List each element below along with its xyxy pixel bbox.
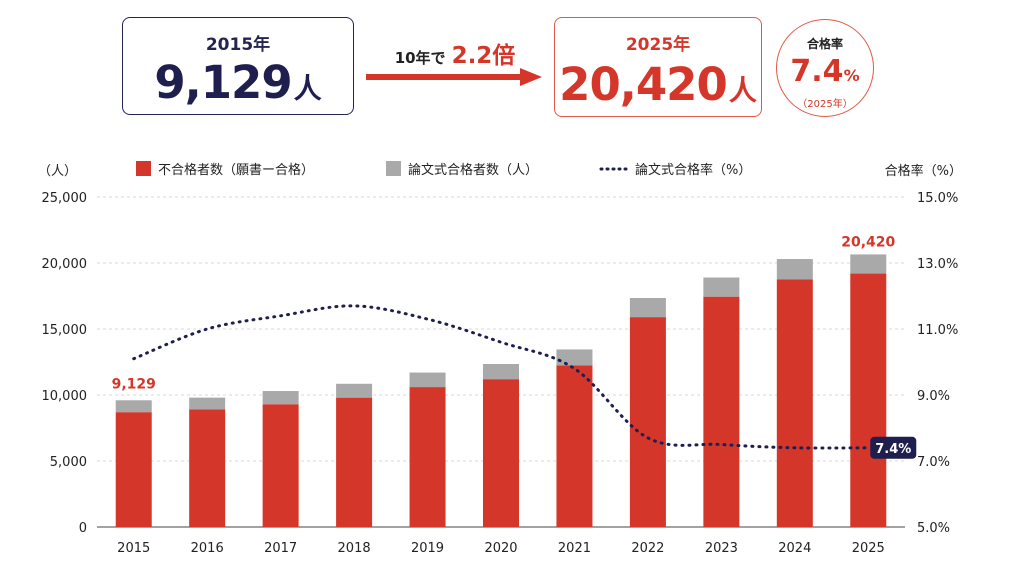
bar-pass-2022 bbox=[629, 297, 666, 318]
bar-fail-2022 bbox=[629, 317, 666, 527]
summary-2025-unit: 人 bbox=[728, 74, 757, 107]
label-2025-total: 20,420 bbox=[841, 234, 895, 250]
bar-pass-2025 bbox=[850, 254, 887, 274]
legend-rate-line-text: 論文式合格率（%） bbox=[635, 162, 751, 178]
bar-fail-2020 bbox=[483, 379, 519, 527]
pass-rate-number: 7.4 bbox=[790, 54, 844, 89]
rate-line bbox=[132, 304, 870, 450]
summary-2025-number: 20,420 bbox=[559, 58, 728, 111]
pass-rate-label: 合格率 bbox=[806, 37, 843, 51]
label-2015-total: 9,129 bbox=[112, 376, 156, 392]
y-tick-right: 7.0% bbox=[917, 455, 950, 470]
y-tick-right: 11.0% bbox=[917, 323, 958, 338]
y-tick-right: 5.0% bbox=[917, 521, 950, 536]
y-tick-left: 15,000 bbox=[42, 323, 88, 338]
growth-arrow-icon bbox=[366, 68, 542, 86]
growth-label: 10年で 2.2倍 bbox=[370, 36, 540, 70]
pass-rate-sub: （2025年） bbox=[797, 99, 853, 110]
x-tick-2025: 2025 bbox=[852, 541, 885, 556]
y-tick-left: 25,000 bbox=[42, 191, 88, 206]
legend-gray-bar-text: 論文式合格者数（人） bbox=[408, 162, 538, 178]
bar-pass-2023 bbox=[703, 277, 740, 297]
summary-2015-year: 2015年 bbox=[205, 35, 271, 55]
summary-2015-value: 9,129人 bbox=[123, 56, 353, 109]
y-axis-left-label: （人） bbox=[38, 164, 77, 179]
x-tick-2018: 2018 bbox=[338, 541, 371, 556]
bar-pass-2016 bbox=[189, 397, 226, 410]
growth-multiplier: 2.2倍 bbox=[451, 43, 516, 69]
x-tick-2024: 2024 bbox=[778, 541, 811, 556]
label-2025-rate-bg bbox=[870, 436, 917, 459]
x-tick-2020: 2020 bbox=[484, 541, 517, 556]
bar-fail-2015 bbox=[115, 412, 152, 527]
bar-fail-2016 bbox=[189, 409, 226, 527]
y-tick-left: 0 bbox=[79, 521, 87, 536]
y-tick-left: 10,000 bbox=[42, 389, 88, 404]
pass-rate-value: 7.4% bbox=[777, 54, 873, 89]
bar-pass-2024 bbox=[776, 259, 813, 280]
bar-fail-2017 bbox=[262, 404, 299, 527]
y-tick-right: 13.0% bbox=[917, 257, 958, 272]
x-tick-2017: 2017 bbox=[264, 541, 297, 556]
x-tick-2019: 2019 bbox=[411, 541, 444, 556]
y-tick-right: 9.0% bbox=[917, 389, 950, 404]
x-tick-2016: 2016 bbox=[191, 541, 224, 556]
y-tick-left: 5,000 bbox=[50, 455, 87, 470]
bar-fail-2023 bbox=[703, 296, 740, 527]
y-tick-right: 15.0% bbox=[917, 191, 958, 206]
bar-pass-2015 bbox=[115, 400, 152, 413]
bar-fail-2019 bbox=[409, 387, 446, 527]
bar-pass-2019 bbox=[409, 372, 446, 388]
label-2025-rate: 7.4% bbox=[875, 442, 911, 457]
legend-red-bar-text: 不合格者数（願書ー合格） bbox=[158, 162, 314, 178]
pass-rate-circle: 合格率 7.4% （2025年） bbox=[776, 19, 874, 117]
bar-pass-2021 bbox=[556, 349, 593, 366]
x-tick-2023: 2023 bbox=[705, 541, 738, 556]
pass-rate-pct: % bbox=[843, 66, 860, 85]
x-tick-2015: 2015 bbox=[117, 541, 150, 556]
bar-fail-2024 bbox=[776, 279, 813, 527]
y-axis-right-label: 合格率（%） bbox=[885, 163, 962, 179]
summary-2025-year: 2025年 bbox=[625, 35, 691, 55]
bar-fail-2021 bbox=[556, 365, 593, 527]
bar-fail-2025 bbox=[850, 273, 887, 527]
bar-pass-2017 bbox=[262, 391, 299, 405]
bar-fail-2018 bbox=[336, 397, 373, 527]
x-tick-2021: 2021 bbox=[558, 541, 591, 556]
bar-pass-2018 bbox=[336, 383, 373, 398]
y-tick-left: 20,000 bbox=[42, 257, 88, 272]
summary-2025-box: 2025年 20,420人 bbox=[554, 17, 762, 117]
bar-pass-2020 bbox=[483, 363, 519, 380]
stacked-bar-line-chart: （人） 合格率（%） 不合格者数（願書ー合格） 論文式合格者数（人） 論文式合格率（%）… bbox=[38, 161, 962, 556]
summary-2015-unit: 人 bbox=[293, 72, 322, 105]
legend-red-bar-swatch bbox=[136, 161, 151, 176]
summary-2015-box: 2015年 9,129人 bbox=[122, 17, 354, 115]
summary-2015-number: 9,129 bbox=[154, 56, 292, 109]
x-tick-2022: 2022 bbox=[631, 541, 664, 556]
summary-2025-value: 20,420人 bbox=[555, 58, 761, 111]
growth-prefix: 10年で bbox=[394, 49, 446, 67]
legend-gray-bar-swatch bbox=[386, 161, 401, 176]
